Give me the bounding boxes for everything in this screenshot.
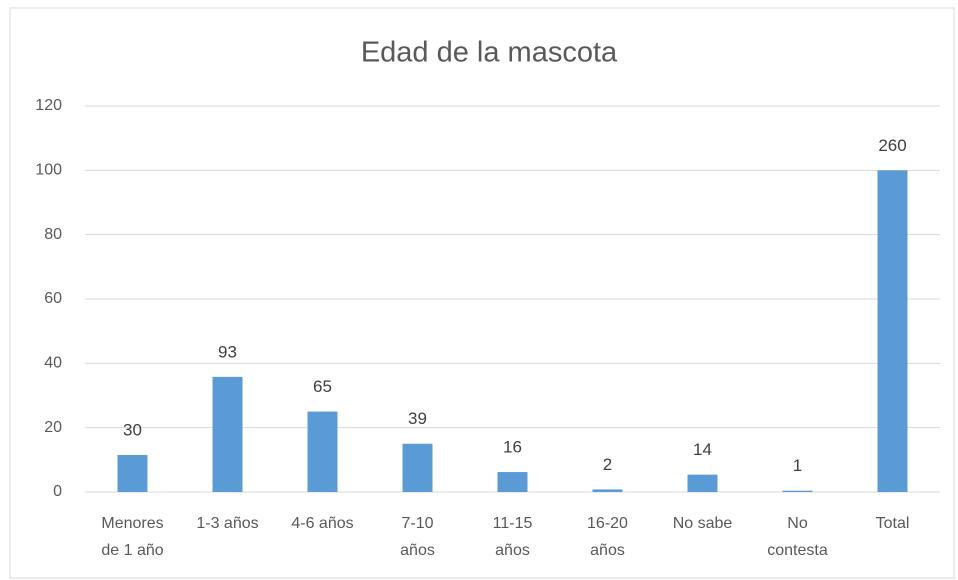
x-tick-label: 7-10	[401, 515, 433, 532]
x-tick-label: 4-6 años	[291, 515, 353, 532]
y-tick-label: 40	[44, 355, 62, 372]
data-label: 2	[603, 455, 612, 474]
data-label: 65	[313, 377, 332, 396]
x-tick-label: 16-20	[587, 515, 628, 532]
y-tick-label: 120	[35, 97, 62, 114]
bar	[782, 490, 813, 492]
x-tick-label: No sabe	[673, 515, 733, 532]
x-tick-label: años	[400, 542, 435, 559]
data-label: 30	[123, 420, 142, 439]
x-tick-label: No	[787, 515, 808, 532]
bar	[877, 170, 908, 493]
x-tick-label: años	[495, 542, 530, 559]
data-label: 93	[218, 342, 237, 361]
data-label: 260	[878, 136, 906, 155]
bar	[117, 455, 148, 492]
y-tick-label: 0	[53, 483, 62, 500]
x-tick-label: 11-15	[493, 515, 533, 532]
data-label: 39	[408, 409, 427, 428]
bar	[687, 474, 718, 492]
x-tick-label: 1-3 años	[196, 515, 258, 532]
x-tick-label: años	[590, 542, 625, 559]
bar	[307, 411, 338, 492]
data-label: 14	[693, 440, 712, 459]
bar	[212, 376, 243, 492]
x-tick-label: de 1 año	[101, 542, 163, 559]
bar	[402, 443, 433, 492]
chart-title: Edad de la mascota	[361, 37, 618, 69]
y-tick-label: 80	[44, 226, 62, 243]
x-tick-label: Menores	[101, 515, 163, 532]
data-label: 16	[503, 438, 522, 457]
y-tick-label: 60	[44, 290, 62, 307]
data-label: 1	[793, 456, 802, 475]
y-tick-label: 20	[44, 419, 62, 436]
y-tick-label: 100	[35, 162, 62, 179]
x-tick-label: Total	[876, 515, 910, 532]
chart-border	[9, 7, 955, 579]
bar	[592, 489, 623, 492]
bar	[497, 472, 528, 492]
x-tick-label: contesta	[767, 542, 828, 559]
